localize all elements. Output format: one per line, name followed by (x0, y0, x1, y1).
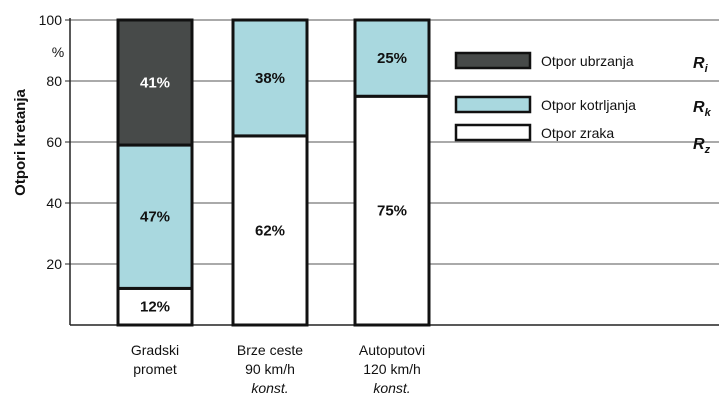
bar-segment (116, 18, 194, 147)
data-label: 41% (140, 75, 170, 92)
legend-label: Otpor ubrzanja (541, 53, 634, 69)
bar-segment (353, 18, 431, 98)
legend-label: Otpor kotrljanja (541, 97, 636, 113)
bar-segment (353, 94, 431, 327)
x-category-label: Autoputovi (359, 342, 425, 358)
legend-swatch (454, 95, 532, 114)
x-category-label: 90 km/h (245, 361, 295, 377)
y-tick-label: 80 (46, 73, 62, 89)
legend-symbol-letter: R (693, 136, 705, 153)
y-unit-label: % (52, 44, 64, 60)
x-category-label: Gradski (131, 342, 179, 358)
legend-symbol: Ri (693, 55, 709, 75)
legend-symbol: Rz (693, 136, 711, 156)
legend-swatch (454, 51, 532, 70)
y-tick-label: 40 (46, 195, 62, 211)
y-axis-title: Otpori kretanja (12, 89, 29, 196)
x-category-label: promet (133, 361, 177, 377)
y-tick-label: 20 (46, 256, 62, 272)
data-label: 38% (255, 70, 285, 87)
bar-segment (116, 286, 194, 327)
data-label: 12% (140, 299, 170, 316)
legend-symbol-subscript: k (705, 107, 712, 119)
data-label: 75% (377, 203, 407, 220)
data-label: 25% (377, 50, 407, 67)
y-tick-label: 60 (46, 134, 62, 150)
legend-symbol: Rk (693, 99, 712, 119)
legend-swatch (454, 123, 532, 142)
x-category-label: Brze ceste (237, 342, 303, 358)
legend-symbol-letter: R (693, 55, 705, 72)
x-category-label: 120 km/h (363, 361, 421, 377)
data-label: 62% (255, 222, 285, 239)
bar-segment (231, 18, 309, 138)
data-label: 47% (140, 209, 170, 226)
x-category-label: konst. (373, 380, 410, 396)
legend-symbol-subscript: i (705, 63, 709, 75)
y-tick-label: 100 (39, 12, 63, 28)
legend-symbol-letter: R (693, 99, 705, 116)
legend-label: Otpor zraka (541, 125, 614, 141)
legend-symbol-subscript: z (704, 144, 711, 156)
x-category-label: konst. (251, 380, 288, 396)
